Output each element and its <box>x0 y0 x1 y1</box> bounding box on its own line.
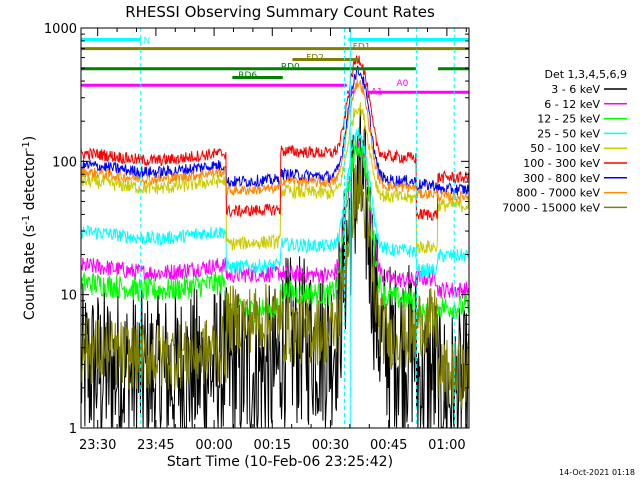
x-tick-label-0: 23:30 <box>79 438 116 453</box>
series-line-8 <box>81 160 469 410</box>
x-axis: 23:30 23:45 00:00 00:15 00:30 00:45 01:00 <box>79 28 467 453</box>
y-tick-label-1: 10 <box>60 289 77 304</box>
plot-frame <box>80 27 470 429</box>
series-lines <box>81 55 469 428</box>
y-axis-label-end: ) <box>22 136 38 141</box>
flag-label-3: RD0 <box>281 62 300 72</box>
flag-label-1: FD1 <box>353 42 371 52</box>
y-axis-label: Count Rate (s-1 detector-1) <box>21 136 38 320</box>
series-line-2 <box>81 137 469 327</box>
series-line-7 <box>81 79 469 203</box>
flag-label-6: A1 <box>371 87 383 97</box>
legend-label-2: 12 - 25 keV <box>537 113 600 126</box>
legend-label-7: 800 - 7000 keV <box>516 187 600 200</box>
legend-label-5: 100 - 300 keV <box>523 157 600 170</box>
series-line-3 <box>81 127 469 278</box>
legend-label-6: 300 - 800 keV <box>523 172 600 185</box>
y-axis-label-sup1: -1 <box>21 215 32 225</box>
timestamp-label: 14-Oct-2021 01:18 <box>559 468 635 477</box>
legend-label-0: 3 - 6 keV <box>551 83 600 96</box>
flag-label-0: N <box>144 36 151 46</box>
legend-label-4: 50 - 100 keV <box>530 142 600 155</box>
y-axis-label-mid: detector <box>22 151 38 215</box>
flag-label-4: RD6 <box>238 71 257 81</box>
x-axis-label: Start Time (10-Feb-06 23:25:42) <box>167 454 393 470</box>
x-tick-label-3: 00:15 <box>254 438 291 453</box>
series-line-5 <box>81 55 469 221</box>
y-tick-label-2: 100 <box>52 155 77 170</box>
y-axis-label-sup2: -1 <box>21 141 32 151</box>
y-tick-label-3: 1000 <box>44 22 77 37</box>
y-tick-label-0: 1 <box>69 422 77 437</box>
legend: Det 1,3,4,5,6,9 3 - 6 keV 6 - 12 keV 12 - … <box>502 68 627 214</box>
y-axis: 1 10 100 1000 <box>44 22 469 437</box>
flag-bars <box>81 37 469 94</box>
legend-label-8: 7000 - 15000 keV <box>502 201 600 214</box>
legend-label-1: 6 - 12 keV <box>544 98 600 111</box>
x-tick-label-4: 00:30 <box>312 438 349 453</box>
x-tick-label-1: 23:45 <box>137 438 174 453</box>
x-tick-label-5: 00:45 <box>370 438 407 453</box>
y-axis-label-main: Count Rate (s <box>22 225 38 320</box>
series-line-4 <box>81 102 469 255</box>
flag-label-5: A0 <box>397 79 409 89</box>
legend-label-3: 25 - 50 keV <box>537 127 600 140</box>
series-line-6 <box>81 65 469 196</box>
flag-label-2: FD2 <box>306 53 324 63</box>
legend-title: Det 1,3,4,5,6,9 <box>544 68 627 81</box>
x-tick-label-6: 01:00 <box>428 438 465 453</box>
chart-title: RHESSI Observing Summary Count Rates <box>125 3 435 21</box>
plot-area: N FD1 FD2 RD0 RD6 A0 A1 <box>80 27 470 429</box>
x-tick-label-2: 00:00 <box>195 438 232 453</box>
